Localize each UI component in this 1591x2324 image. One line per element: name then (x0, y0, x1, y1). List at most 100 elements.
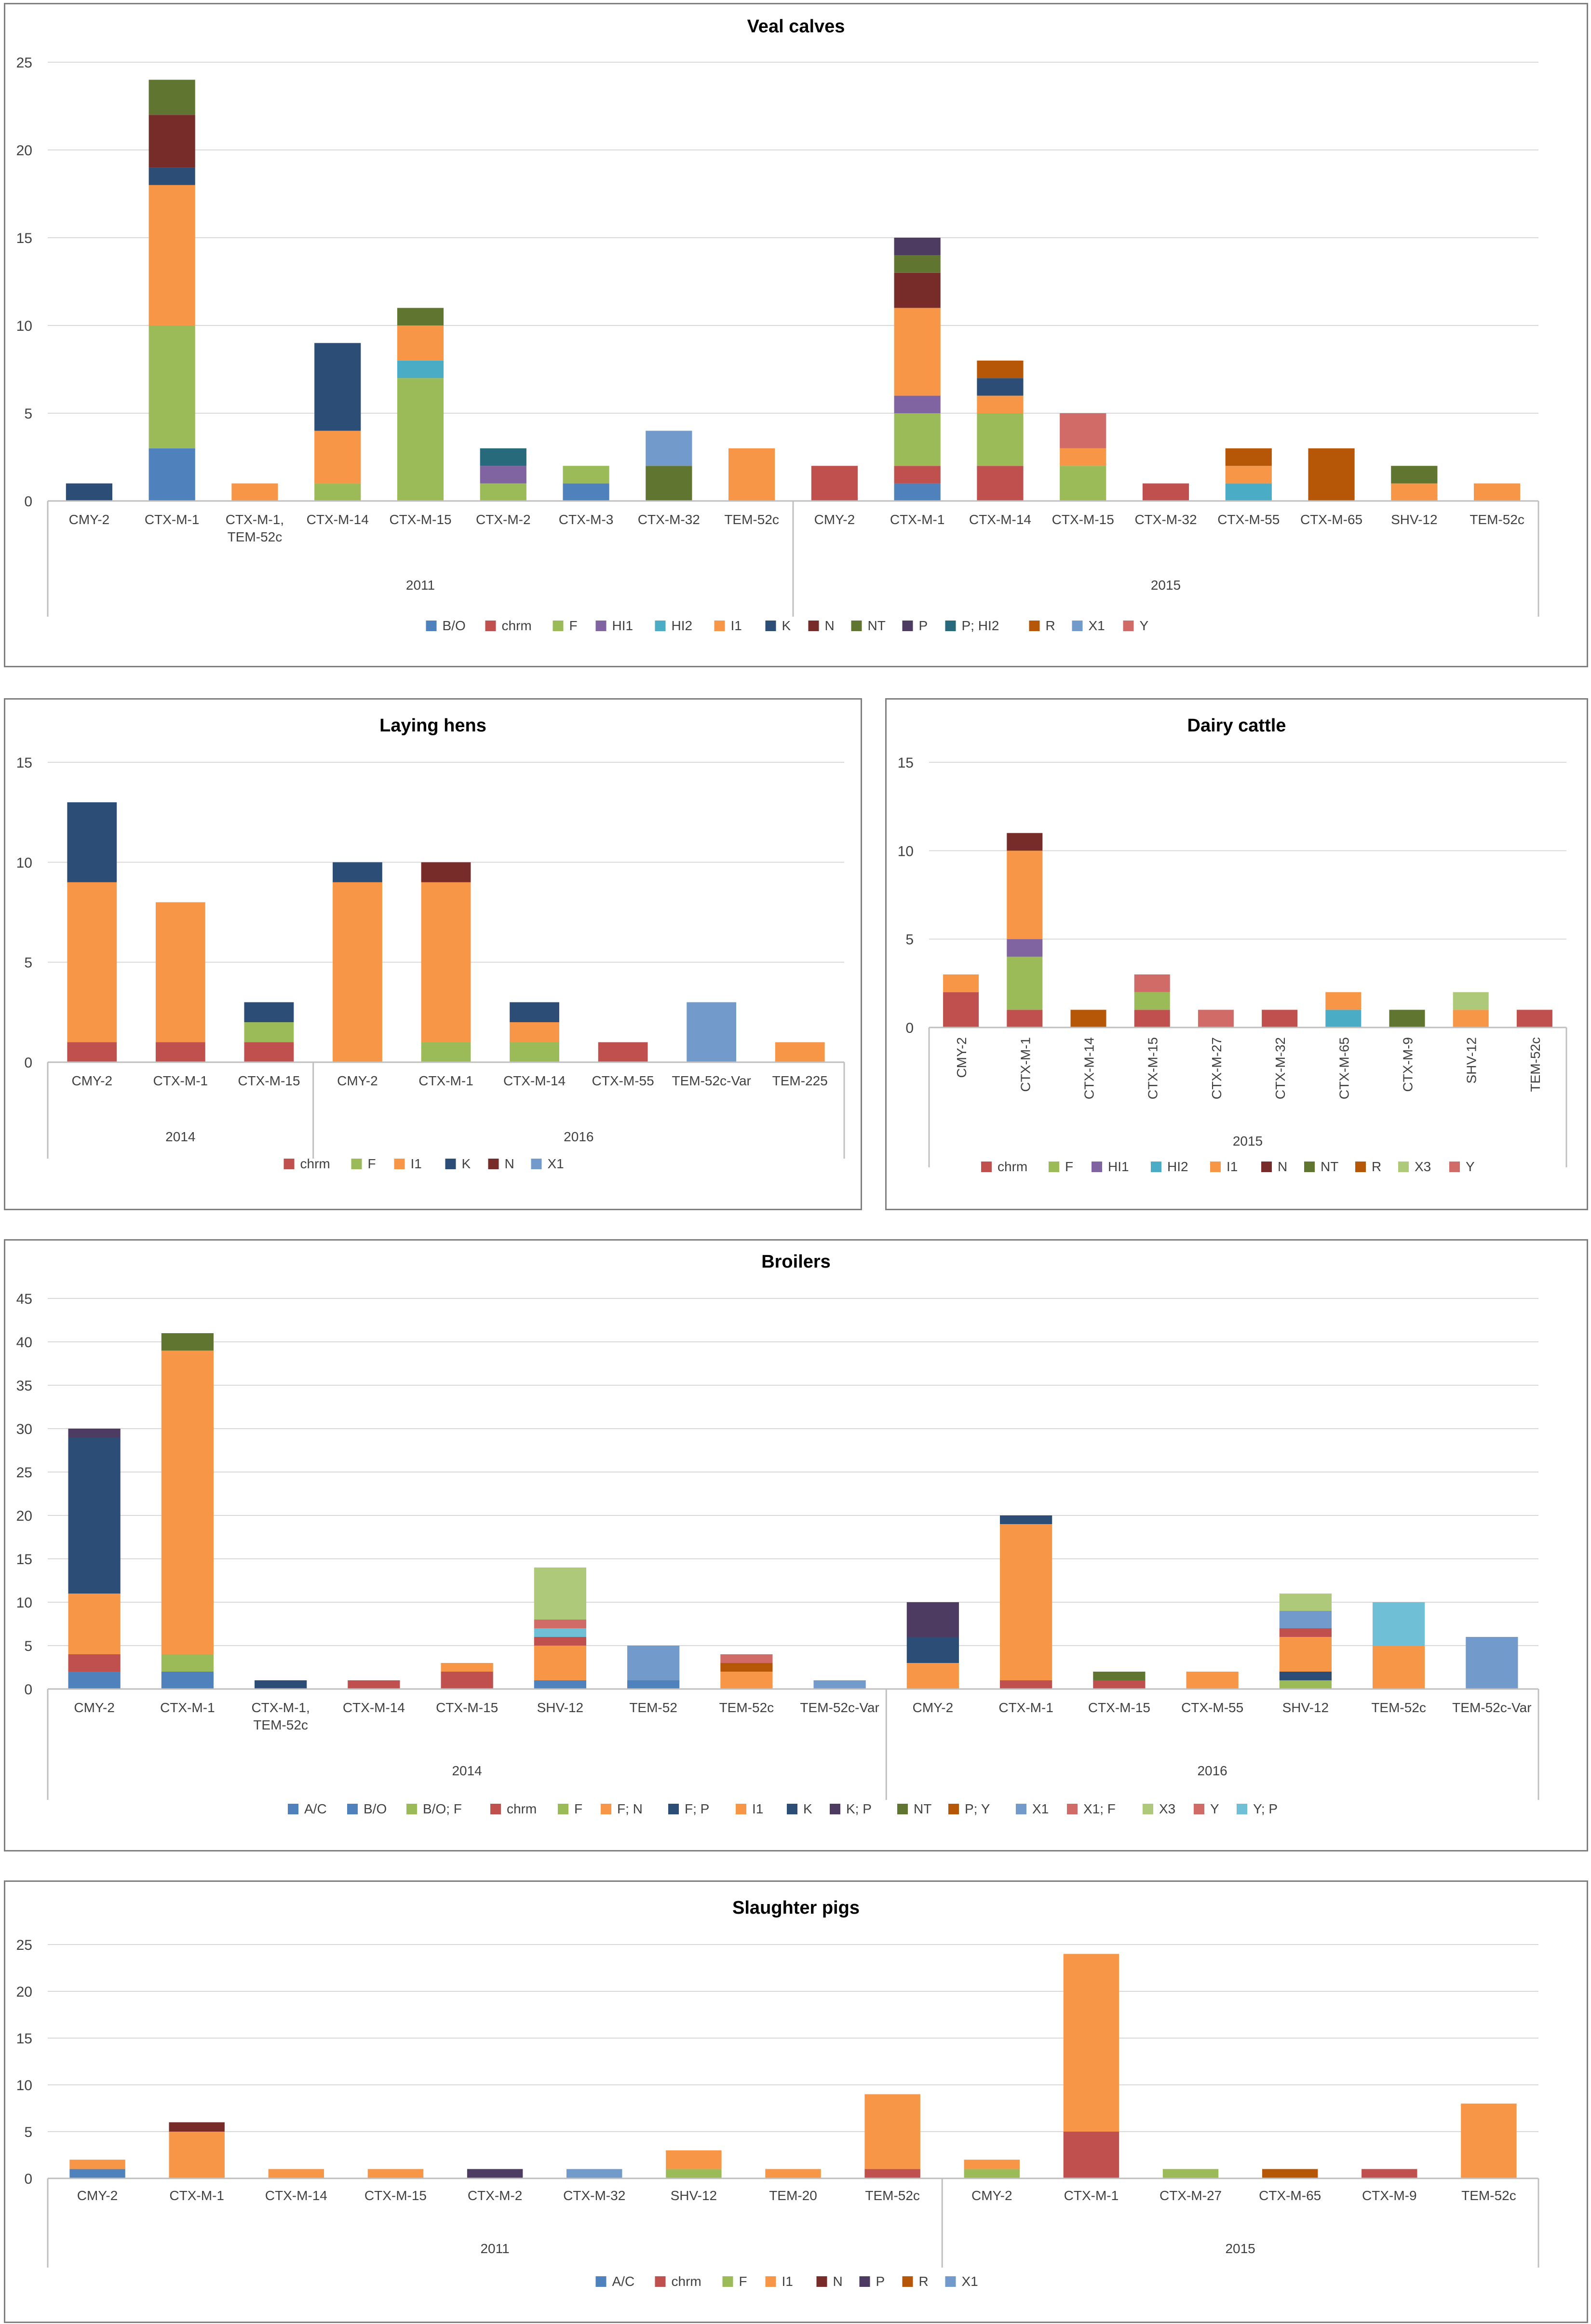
group-label: 2014 (452, 1763, 482, 1778)
bar-segment-b-o-f (1279, 1680, 1332, 1689)
bar-segment-i1 (155, 902, 205, 1042)
bar-segment-b-o (148, 448, 195, 501)
bar-segment-p (894, 238, 941, 256)
x-tick-label: CMY-2 (74, 1700, 115, 1715)
legend-label: A/C (612, 2274, 635, 2289)
legend-swatch-nt (1304, 1162, 1315, 1172)
legend-swatch-x1 (1016, 1804, 1026, 1814)
legend-swatch-x1 (531, 1159, 542, 1169)
bar-segment-i1 (1007, 851, 1043, 939)
x-tick-label: TEM-52c-Var (800, 1700, 879, 1715)
bar-segment-i1 (421, 882, 471, 1042)
y-tick-label: 40 (16, 1335, 32, 1351)
y-tick-label: 0 (24, 494, 32, 510)
bar-segment-x1 (687, 1002, 737, 1062)
legend-label: B/O; F (423, 1801, 462, 1816)
bar-segment-i1 (68, 1594, 121, 1654)
legend-label: F; P (685, 1801, 709, 1816)
bar-segment-chrm (1007, 1010, 1043, 1027)
chart-title: Veal calves (747, 16, 845, 37)
legend-label: I1 (411, 1156, 422, 1171)
bar-segment-f (563, 466, 609, 484)
legend-label: X1 (962, 2274, 978, 2289)
y-tick-label: 5 (24, 1638, 32, 1654)
y-tick-label: 25 (16, 1937, 32, 1953)
legend-label: F (574, 1801, 582, 1816)
y-tick-label: 0 (24, 2171, 32, 2187)
bar-segment-b-o (563, 483, 609, 501)
x-tick-label: CTX-M-2 (476, 512, 531, 527)
bar-segment-k (977, 378, 1024, 396)
legend-label: X1 (548, 1156, 564, 1171)
legend-swatch-b-o (347, 1804, 358, 1814)
x-tick-label: CMY-2 (77, 2188, 118, 2203)
legend-label: NT (914, 1801, 931, 1816)
bar-segment-chrm (1142, 483, 1189, 501)
bar-segment-i1 (864, 2094, 920, 2169)
bar-segment-chrm (864, 2169, 920, 2178)
bar-segment-chrm (1000, 1680, 1052, 1689)
y-tick-label: 10 (16, 1595, 32, 1611)
x-tick-label: SHV-12 (1282, 1700, 1329, 1715)
x-tick-label: CTX-M-55 (1181, 1700, 1243, 1715)
bar-segment-chrm (1262, 1010, 1298, 1027)
bar-segment-y (1134, 974, 1170, 992)
legend-label: chrm (998, 1159, 1027, 1174)
x-tick-label: CTX-M-32 (1273, 1037, 1288, 1099)
y-tick-label: 35 (16, 1378, 32, 1394)
legend-label: P (919, 618, 928, 633)
legend-label: X3 (1159, 1801, 1175, 1816)
legend-label: chrm (502, 618, 532, 633)
x-tick-label: CTX-M-1 (1064, 2188, 1119, 2203)
bar-segment-chrm (534, 1637, 586, 1646)
legend-swatch-p-y (948, 1804, 959, 1814)
legend-swatch-f-n (601, 1804, 611, 1814)
x-tick-label: CTX-M-14 (265, 2188, 327, 2203)
bar-segment-a-c (68, 1672, 121, 1689)
bar-segment-nt (397, 308, 444, 325)
legend-label: K; P (846, 1801, 872, 1816)
x-tick-label: TEM-20 (769, 2188, 817, 2203)
x-tick-label: TEM-225 (772, 1073, 828, 1088)
legend-label: F (739, 2274, 747, 2289)
group-label: 2011 (480, 2241, 509, 2256)
bar-segment-i1 (367, 2169, 424, 2178)
bar-segment-hi2 (1225, 483, 1272, 501)
bar-segment-f (397, 378, 444, 501)
bar-segment-i1 (728, 448, 775, 501)
bar-segment-hi1 (1007, 939, 1043, 957)
legend-label: I1 (1227, 1159, 1238, 1174)
bar-segment-a-c (69, 2169, 125, 2178)
bar-segment-f (421, 1042, 471, 1062)
legend-label: K (782, 618, 791, 633)
legend-swatch-p (902, 621, 913, 631)
x-tick-label: CTX-M-32 (1134, 512, 1197, 527)
x-tick-label: TEM-52c-Var (672, 1073, 751, 1088)
x-tick-label: CTX-M-65 (1259, 2188, 1321, 2203)
legend-swatch-hi1 (595, 621, 607, 631)
legend-swatch-x1 (945, 2276, 956, 2287)
bar-segment-b-o (627, 1680, 680, 1689)
bar-segment-i1 (397, 325, 444, 361)
bar-segment-i1 (268, 2169, 324, 2178)
laying-hens-chart: Laying hens 0 5 10 15 CMY-2 CTX-M-1 CTX-M-15 CMY… (16, 716, 845, 1171)
group-label: 2014 (165, 1129, 195, 1144)
bar-segment-i1 (1000, 1524, 1052, 1672)
bar-segment-x1 (1466, 1637, 1518, 1689)
x-tick-label: SHV-12 (1391, 512, 1438, 527)
x-tick-label: CTX-M-1 (418, 1073, 473, 1088)
y-tick-label: 5 (905, 932, 914, 948)
legend-label: chrm (507, 1801, 537, 1816)
bar-segment-chrm (1516, 1010, 1552, 1027)
bar-segment-i1 (169, 2132, 225, 2178)
bar-segment-i1 (441, 1663, 493, 1672)
bar-segment-i1 (314, 431, 361, 484)
x-tick-label: CTX-M-9 (1362, 2188, 1417, 2203)
bar-segment-k (510, 1002, 559, 1023)
x-tick-label: CTX-M-65 (1300, 512, 1362, 527)
x-tick-label: SHV-12 (537, 1700, 584, 1715)
y-tick-label: 15 (16, 2031, 32, 2047)
x-tick-label: CTX-M-15 (364, 2188, 427, 2203)
bar-segment-f (314, 483, 361, 501)
bar-segment-i1 (666, 2150, 722, 2169)
